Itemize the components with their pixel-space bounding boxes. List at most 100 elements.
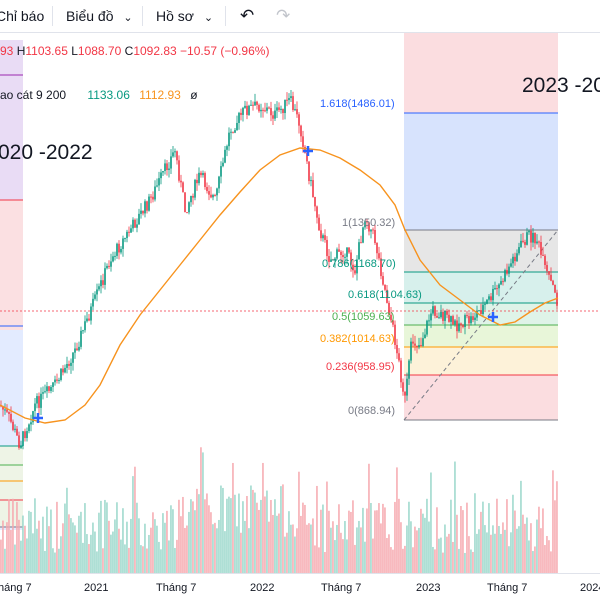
fib-trend-line[interactable] (403, 229, 559, 421)
volume-bar (320, 509, 322, 573)
zone-pink-left (0, 200, 23, 330)
volume-bar (172, 509, 174, 573)
volume-bar (196, 488, 198, 573)
candle-body (400, 360, 402, 383)
candle-body (446, 310, 448, 315)
volume-bar (200, 447, 202, 573)
indicators-button[interactable]: Chỉ báo (0, 8, 45, 24)
candle-body (542, 254, 544, 256)
volume-bar (68, 514, 70, 573)
volume-bar (366, 508, 368, 573)
profile-menu-label: Hồ sơ (156, 8, 194, 24)
candle-body (496, 288, 498, 290)
volume-bar (66, 487, 68, 573)
candle-body (16, 428, 18, 436)
volume-bar (344, 521, 346, 573)
fib-level-label: 0.5(1059.63) (332, 311, 394, 323)
volume-bar (502, 522, 504, 573)
redo-icon[interactable]: ↷ (276, 6, 291, 25)
candle-body (38, 396, 40, 408)
candle-body (388, 302, 390, 315)
volume-bar (218, 519, 220, 573)
candle-body (528, 230, 530, 233)
volume-bar (414, 526, 416, 573)
volume-bar (442, 552, 444, 573)
volume-bar (380, 523, 382, 573)
volume-bar (494, 533, 496, 573)
candle-body (478, 310, 480, 312)
candle-body (20, 445, 22, 448)
candle-body (472, 316, 474, 320)
eye-off-icon[interactable]: ø (190, 88, 198, 102)
candle-body (24, 431, 26, 439)
volume-bar (542, 508, 544, 573)
volume-bar (174, 547, 176, 573)
volume-bar (90, 534, 92, 573)
volume-bar (276, 515, 278, 573)
volume-bar (552, 470, 554, 573)
volume-bar (62, 523, 64, 573)
candle-body (354, 270, 356, 274)
volume-bar (486, 532, 488, 573)
volume-bar (316, 485, 318, 573)
volume-bar (88, 544, 90, 573)
candle-body (32, 411, 34, 423)
volume-bar (394, 501, 396, 573)
candle-body (218, 176, 220, 189)
volume-bar (120, 539, 122, 573)
volume-bar (254, 492, 256, 573)
volume-bar (76, 532, 78, 573)
price-chart[interactable]: 1.618(1486.01) 1(1350.32) 0.786(1168.70) 0.… (0, 33, 600, 573)
time-axis[interactable]: háng 7 2021 Tháng 7 2022 Tháng 7 2023 Th… (0, 573, 600, 601)
volume-bar (474, 493, 476, 573)
candle-body (538, 241, 540, 243)
chart-menu-button[interactable]: Biểu đồ ⌄ (66, 0, 133, 32)
volume-bar (252, 489, 254, 573)
toolbar-divider (225, 6, 226, 26)
candle-body (78, 346, 80, 351)
candle-body (36, 396, 38, 404)
volume-bar (482, 501, 484, 573)
indicator-legend[interactable]: ao cát 9 200 1133.06 1112.93 ø (0, 88, 198, 102)
volume-bar (520, 480, 522, 573)
volume-bar (396, 467, 398, 573)
profile-menu-button[interactable]: Hồ sơ ⌄ (156, 0, 213, 32)
candle-body (128, 231, 130, 233)
volume-bar (538, 506, 540, 573)
volume-bar (408, 501, 410, 573)
volume-bar (530, 523, 532, 573)
undo-icon[interactable]: ↶ (240, 6, 255, 25)
volume-bar (198, 494, 200, 573)
volume-bar (20, 540, 22, 573)
volume-bar (330, 527, 332, 573)
volume-bar (268, 521, 270, 573)
candle-body (172, 152, 174, 157)
candle-body (298, 114, 300, 126)
volume-bar (160, 549, 162, 573)
annotation-right[interactable]: 2023 -20 (522, 74, 600, 97)
candle-body (174, 151, 176, 153)
annotation-left[interactable]: 020 -2022 (0, 141, 93, 164)
candle-body (166, 163, 168, 171)
x-tick: Tháng 7 (321, 582, 362, 594)
candle-body (460, 323, 462, 326)
volume-bar (430, 472, 432, 573)
volume-bar (6, 522, 8, 573)
volume-bar (32, 533, 34, 573)
volume-bar (234, 494, 236, 573)
candle-body (426, 320, 428, 335)
candle-body (154, 186, 156, 200)
volume-bar (322, 504, 324, 573)
candle-body (520, 240, 522, 248)
x-tick: 2023 (416, 582, 441, 594)
candle-body (4, 409, 6, 411)
volume-bar (296, 528, 298, 573)
high-value: 1103.65 (25, 44, 68, 58)
volume-bar (54, 552, 56, 573)
volume-bar (384, 507, 386, 573)
volume-bar (180, 516, 182, 573)
volume-bar (390, 547, 392, 573)
volume-bar (402, 548, 404, 573)
candle-body (132, 219, 134, 229)
candle-body (450, 316, 452, 322)
